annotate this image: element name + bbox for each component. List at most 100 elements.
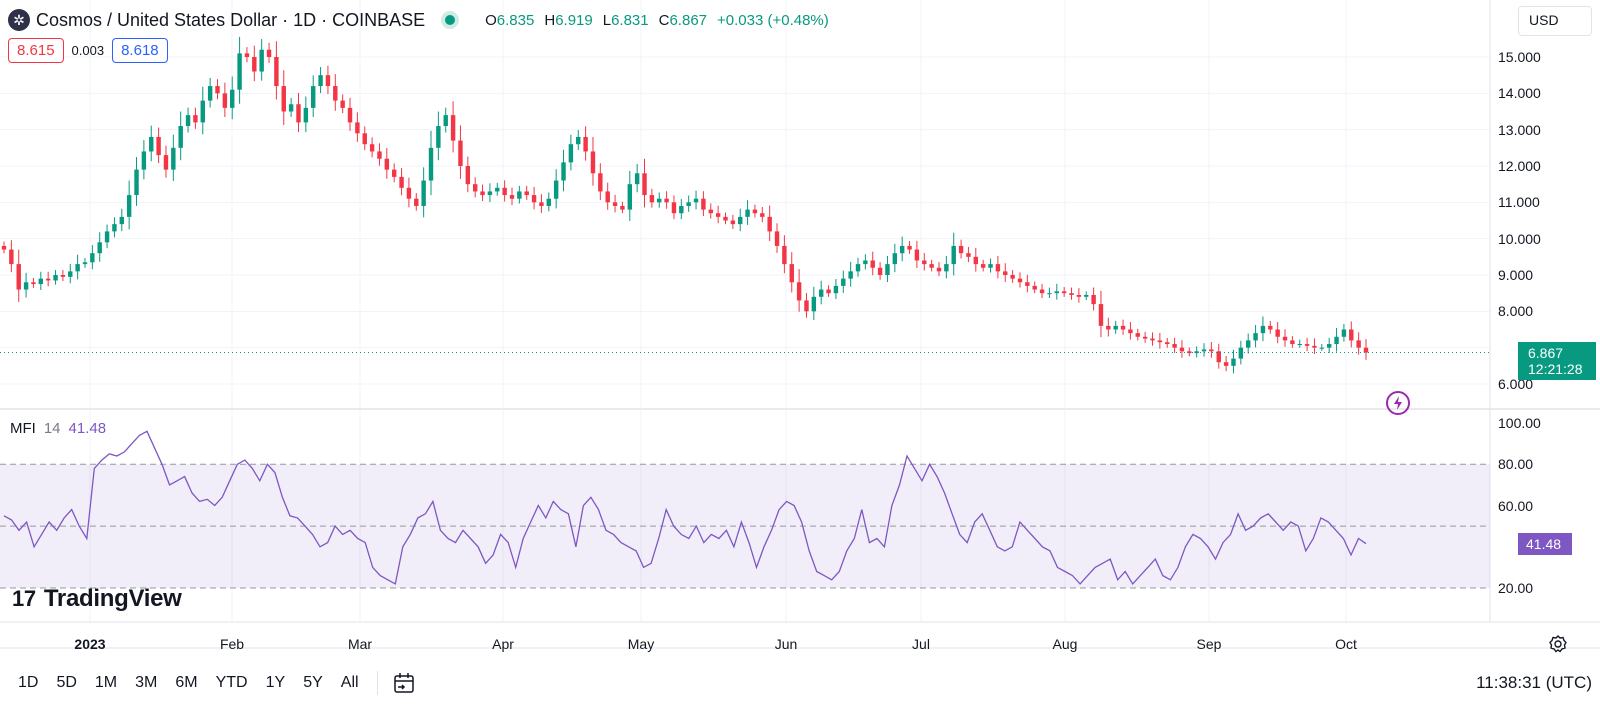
range-button-1d[interactable]: 1D [18, 673, 39, 691]
candle-body [598, 173, 603, 192]
candle-body [863, 260, 868, 265]
time-axis-label: Jun [774, 636, 798, 652]
time-axis-label: Sep [1196, 636, 1222, 652]
candle-body [347, 107, 353, 123]
candle-body [45, 278, 51, 281]
candle-body [708, 209, 713, 214]
mfi-name: MFI [10, 420, 36, 437]
candle-body [266, 49, 272, 57]
candle-body [1017, 278, 1023, 283]
lightning-icon[interactable] [1385, 390, 1411, 416]
range-button-all[interactable]: All [340, 673, 359, 691]
toolbar-divider [376, 670, 378, 695]
candle-body [450, 115, 456, 141]
candle-body [185, 115, 191, 127]
candle-body [826, 289, 831, 294]
candle-body [686, 202, 691, 206]
candle-body [1076, 294, 1082, 297]
candle-body [303, 107, 309, 123]
candle-body [207, 86, 213, 101]
candle-body [922, 260, 927, 265]
tradingview-logo-icon: 17 [12, 586, 36, 611]
candle-body [178, 126, 183, 148]
mfi-legend[interactable]: MFI 14 41.48 [10, 420, 106, 437]
candle-body [524, 191, 529, 196]
range-button-1y[interactable]: 1Y [265, 673, 286, 691]
candle-body [163, 155, 169, 170]
candle-body [465, 166, 471, 185]
range-button-5y[interactable]: 5Y [303, 673, 323, 691]
candle-body [870, 260, 875, 268]
candle-body [774, 231, 780, 246]
candle-body [1, 245, 7, 250]
candle-body [384, 158, 390, 170]
candle-body [914, 249, 920, 261]
candle-body [325, 75, 331, 87]
candle-body [1106, 325, 1111, 330]
candle-body [495, 187, 500, 192]
open-value: 6.835 [496, 11, 535, 29]
range-button-5d[interactable]: 5D [56, 673, 77, 691]
candle-body [60, 275, 66, 277]
candle-body [333, 86, 338, 101]
candle-body [789, 264, 794, 283]
candle-body [1172, 344, 1177, 348]
mfi-axis-label: 20.00 [1498, 580, 1534, 596]
candle-body [546, 198, 552, 206]
candle-body [995, 264, 1001, 272]
candle-body [1253, 333, 1258, 341]
candle-body [1245, 340, 1251, 348]
utc-clock[interactable]: 11:38:31 (UTC) [1476, 673, 1592, 692]
range-button-1m[interactable]: 1M [94, 673, 118, 691]
symbol-title[interactable]: Cosmos / United States Dollar · 1D · COI… [36, 9, 426, 30]
candle-body [811, 296, 817, 312]
candle-body [679, 205, 684, 214]
candle-body [590, 151, 596, 174]
candle-body [980, 264, 986, 268]
high-value: 6.919 [555, 11, 593, 29]
candle-body [340, 100, 345, 108]
candle-body [782, 245, 787, 265]
date-range-icon[interactable] [392, 671, 416, 695]
range-button-3m[interactable]: 3M [135, 673, 158, 691]
candle-body [760, 213, 765, 217]
candle-body [1120, 325, 1126, 330]
candle-body [141, 151, 147, 170]
candle-body [1290, 340, 1295, 345]
candle-body [738, 216, 743, 225]
high-label: H [544, 11, 556, 29]
time-axis-label: Aug [1052, 636, 1078, 652]
candle-body [1084, 294, 1089, 297]
range-button-ytd[interactable]: YTD [215, 673, 248, 691]
range-button-6m[interactable]: 6M [175, 673, 198, 691]
candle-body [553, 180, 559, 199]
price-axis-label: 13.000 [1498, 121, 1541, 138]
candle-body [1091, 294, 1096, 305]
currency-label: USD [1529, 12, 1559, 28]
watermark-text: TradingView [43, 585, 182, 612]
candle-body [730, 220, 736, 225]
settings-icon[interactable] [1548, 634, 1568, 654]
candle-body [215, 86, 220, 94]
candle-body [281, 86, 286, 112]
sell-button[interactable]: 8.615 [8, 38, 64, 63]
candle-body [1312, 345, 1317, 348]
cosmos-logo-icon: ✲ [8, 9, 30, 31]
candle-body [391, 169, 397, 177]
candle-body [1150, 338, 1155, 341]
close-value: 6.867 [669, 11, 708, 29]
currency-selector[interactable]: USD [1518, 6, 1592, 36]
candle-body [605, 191, 610, 203]
price-axis-label: 11.000 [1498, 194, 1540, 211]
candle-body [531, 195, 537, 203]
candle-body [936, 267, 942, 272]
candle-body [97, 242, 102, 254]
symbol-header[interactable]: ✲ Cosmos / United States Dollar · 1D · C… [8, 8, 829, 32]
candle-body [561, 162, 566, 181]
candle-body [958, 245, 964, 254]
candle-body [907, 245, 912, 250]
buy-button[interactable]: 8.618 [112, 38, 168, 63]
low-value: 6.831 [611, 11, 649, 29]
tradingview-watermark[interactable]: 17 TradingView [12, 585, 182, 613]
